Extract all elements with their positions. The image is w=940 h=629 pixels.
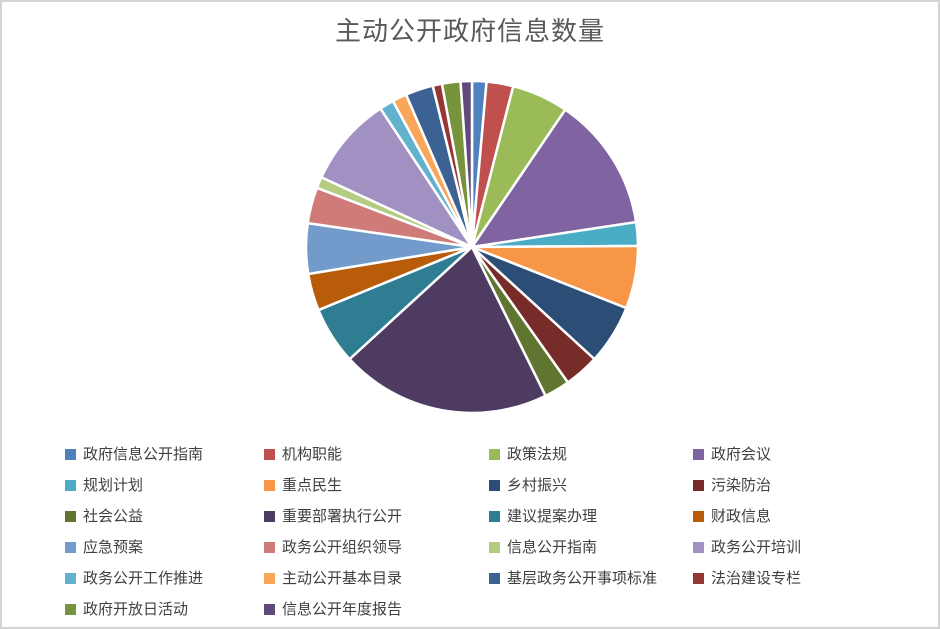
legend-label: 重要部署执行公开 [282,507,403,525]
legend-label: 重点民生 [282,476,343,494]
legend-label: 机构职能 [282,445,343,463]
legend-label: 政府信息公开指南 [83,445,204,463]
pie-slice-10 [348,245,547,415]
chart-legend: 政府信息公开指南 机构职能 政策法规 政府会议规划计划 重点民生 乡村振兴 污染防治社会公益… [65,439,801,625]
legend-item: 应急预案 [65,540,264,555]
legend-swatch-icon [264,542,275,553]
pie-slice-4 [470,108,638,249]
legend-label: 规划计划 [83,476,144,494]
legend-label: 基层政务公开事项标准 [507,569,658,587]
legend-label: 政务公开工作推进 [83,569,204,587]
legend-label: 财政信息 [711,507,772,525]
legend-label: 法治建设专栏 [711,569,802,587]
legend-label: 主动公开基本目录 [282,569,403,587]
legend-item: 规划计划 [65,478,264,493]
legend-label: 乡村振兴 [507,476,568,494]
legend-item: 社会公益 [65,509,264,524]
legend-swatch-icon [489,449,500,460]
legend-swatch-icon [264,480,275,491]
legend-item: 信息公开指南 [489,540,693,555]
legend-swatch-icon [65,542,76,553]
legend-swatch-icon [489,542,500,553]
legend-swatch-icon [264,573,275,584]
legend-item: 基层政务公开事项标准 [489,571,693,586]
legend-swatch-icon [489,511,500,522]
legend-swatch-icon [65,511,76,522]
legend-swatch-icon [489,480,500,491]
chart-title: 主动公开政府信息数量 [334,17,605,47]
legend-label: 信息公开年度报告 [282,600,403,618]
pie-slice-16 [320,107,474,249]
legend-label: 信息公开指南 [507,538,598,556]
legend-swatch-icon [65,480,76,491]
legend-item: 污染防治 [693,478,801,493]
legend-swatch-icon [693,511,704,522]
legend-item: 政府开放日活动 [65,602,264,617]
legend-item: 重要部署执行公开 [264,509,489,524]
legend-item: 机构职能 [264,447,489,462]
legend-label: 政务公开组织领导 [282,538,403,556]
legend-label: 建议提案办理 [507,507,598,525]
legend-item: 政务公开培训 [693,540,801,555]
pie-slice-22 [459,79,474,249]
legend-label: 社会公益 [83,507,144,525]
legend-item: 主动公开基本目录 [264,571,489,586]
legend-swatch-icon [693,573,704,584]
legend-swatch-icon [65,604,76,615]
legend-item: 政策法规 [489,447,693,462]
legend-swatch-icon [264,604,275,615]
legend-swatch-icon [693,542,704,553]
legend-item: 政府会议 [693,447,801,462]
legend-swatch-icon [65,573,76,584]
legend-item: 政府信息公开指南 [65,447,264,462]
legend-item: 乡村振兴 [489,478,693,493]
legend-item: 建议提案办理 [489,509,693,524]
legend-label: 政府开放日活动 [83,600,189,618]
legend-item: 财政信息 [693,509,801,524]
legend-swatch-icon [693,480,704,491]
legend-swatch-icon [264,449,275,460]
legend-swatch-icon [693,449,704,460]
legend-label: 政策法规 [507,445,568,463]
legend-item: 重点民生 [264,478,489,493]
legend-label: 应急预案 [83,538,144,556]
legend-label: 政府会议 [711,445,772,463]
legend-item: 信息公开年度报告 [264,602,489,617]
legend-item: 政务公开工作推进 [65,571,264,586]
legend-swatch-icon [65,449,76,460]
legend-label: 污染防治 [711,476,772,494]
legend-item: 法治建设专栏 [693,571,801,586]
legend-swatch-icon [489,573,500,584]
legend-swatch-icon [264,511,275,522]
legend-label: 政务公开培训 [711,538,802,556]
legend-item: 政务公开组织领导 [264,540,489,555]
